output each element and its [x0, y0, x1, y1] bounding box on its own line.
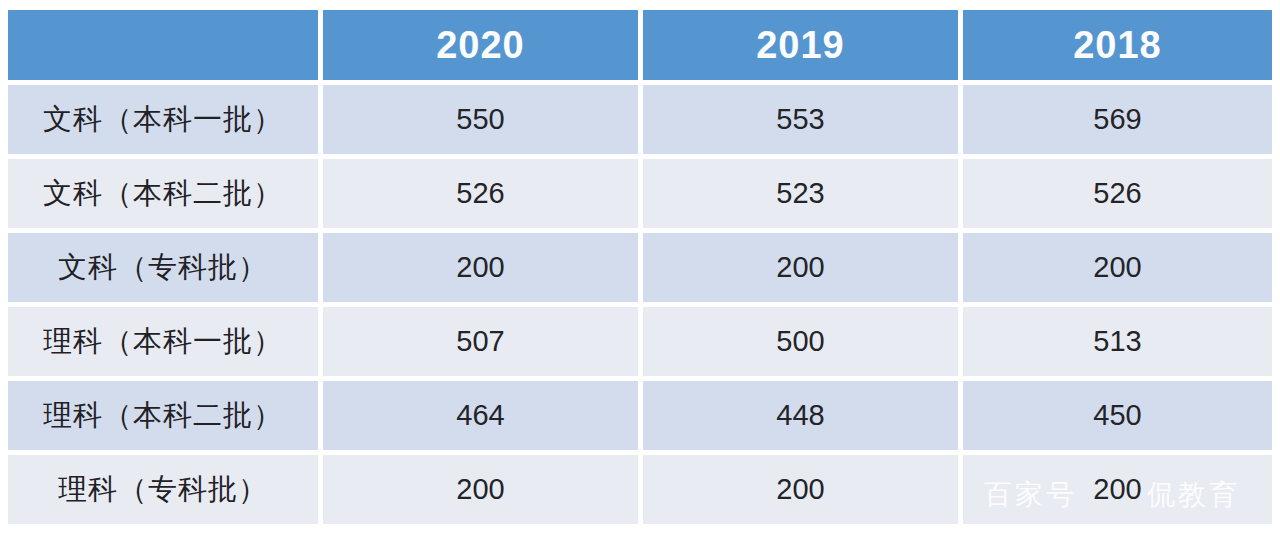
score-cell: 553	[643, 85, 958, 154]
row-label-wenke-zhuankepi: 文科（专科批）	[8, 233, 318, 302]
score-cell: 200	[643, 233, 958, 302]
row-label-wenke-benke-erpi: 文科（本科二批）	[8, 159, 318, 228]
score-cell: 448	[643, 381, 958, 450]
header-year-2018: 2018	[963, 10, 1272, 80]
header-corner-cell	[8, 10, 318, 80]
row-label-like-benke-erpi: 理科（本科二批）	[8, 381, 318, 450]
score-table: 2020 2019 2018 文科（本科一批） 550 553 569 文科（本…	[8, 10, 1272, 524]
score-cell: 550	[323, 85, 638, 154]
score-cell: 526	[323, 159, 638, 228]
page: 2020 2019 2018 文科（本科一批） 550 553 569 文科（本…	[0, 0, 1280, 538]
header-year-2020: 2020	[323, 10, 638, 80]
score-cell: 200	[643, 455, 958, 524]
score-cell: 526	[963, 159, 1272, 228]
score-cell: 200	[323, 455, 638, 524]
score-cell: 523	[643, 159, 958, 228]
row-label-like-zhuankepi: 理科（专科批）	[8, 455, 318, 524]
score-cell: 200	[963, 455, 1272, 524]
row-label-wenke-benke-yipi: 文科（本科一批）	[8, 85, 318, 154]
score-cell: 200	[963, 233, 1272, 302]
row-label-like-benke-yipi: 理科（本科一批）	[8, 307, 318, 376]
score-cell: 569	[963, 85, 1272, 154]
score-cell: 513	[963, 307, 1272, 376]
header-year-2019: 2019	[643, 10, 958, 80]
score-cell: 200	[323, 233, 638, 302]
score-cell: 500	[643, 307, 958, 376]
score-cell: 507	[323, 307, 638, 376]
score-cell: 464	[323, 381, 638, 450]
score-cell: 450	[963, 381, 1272, 450]
